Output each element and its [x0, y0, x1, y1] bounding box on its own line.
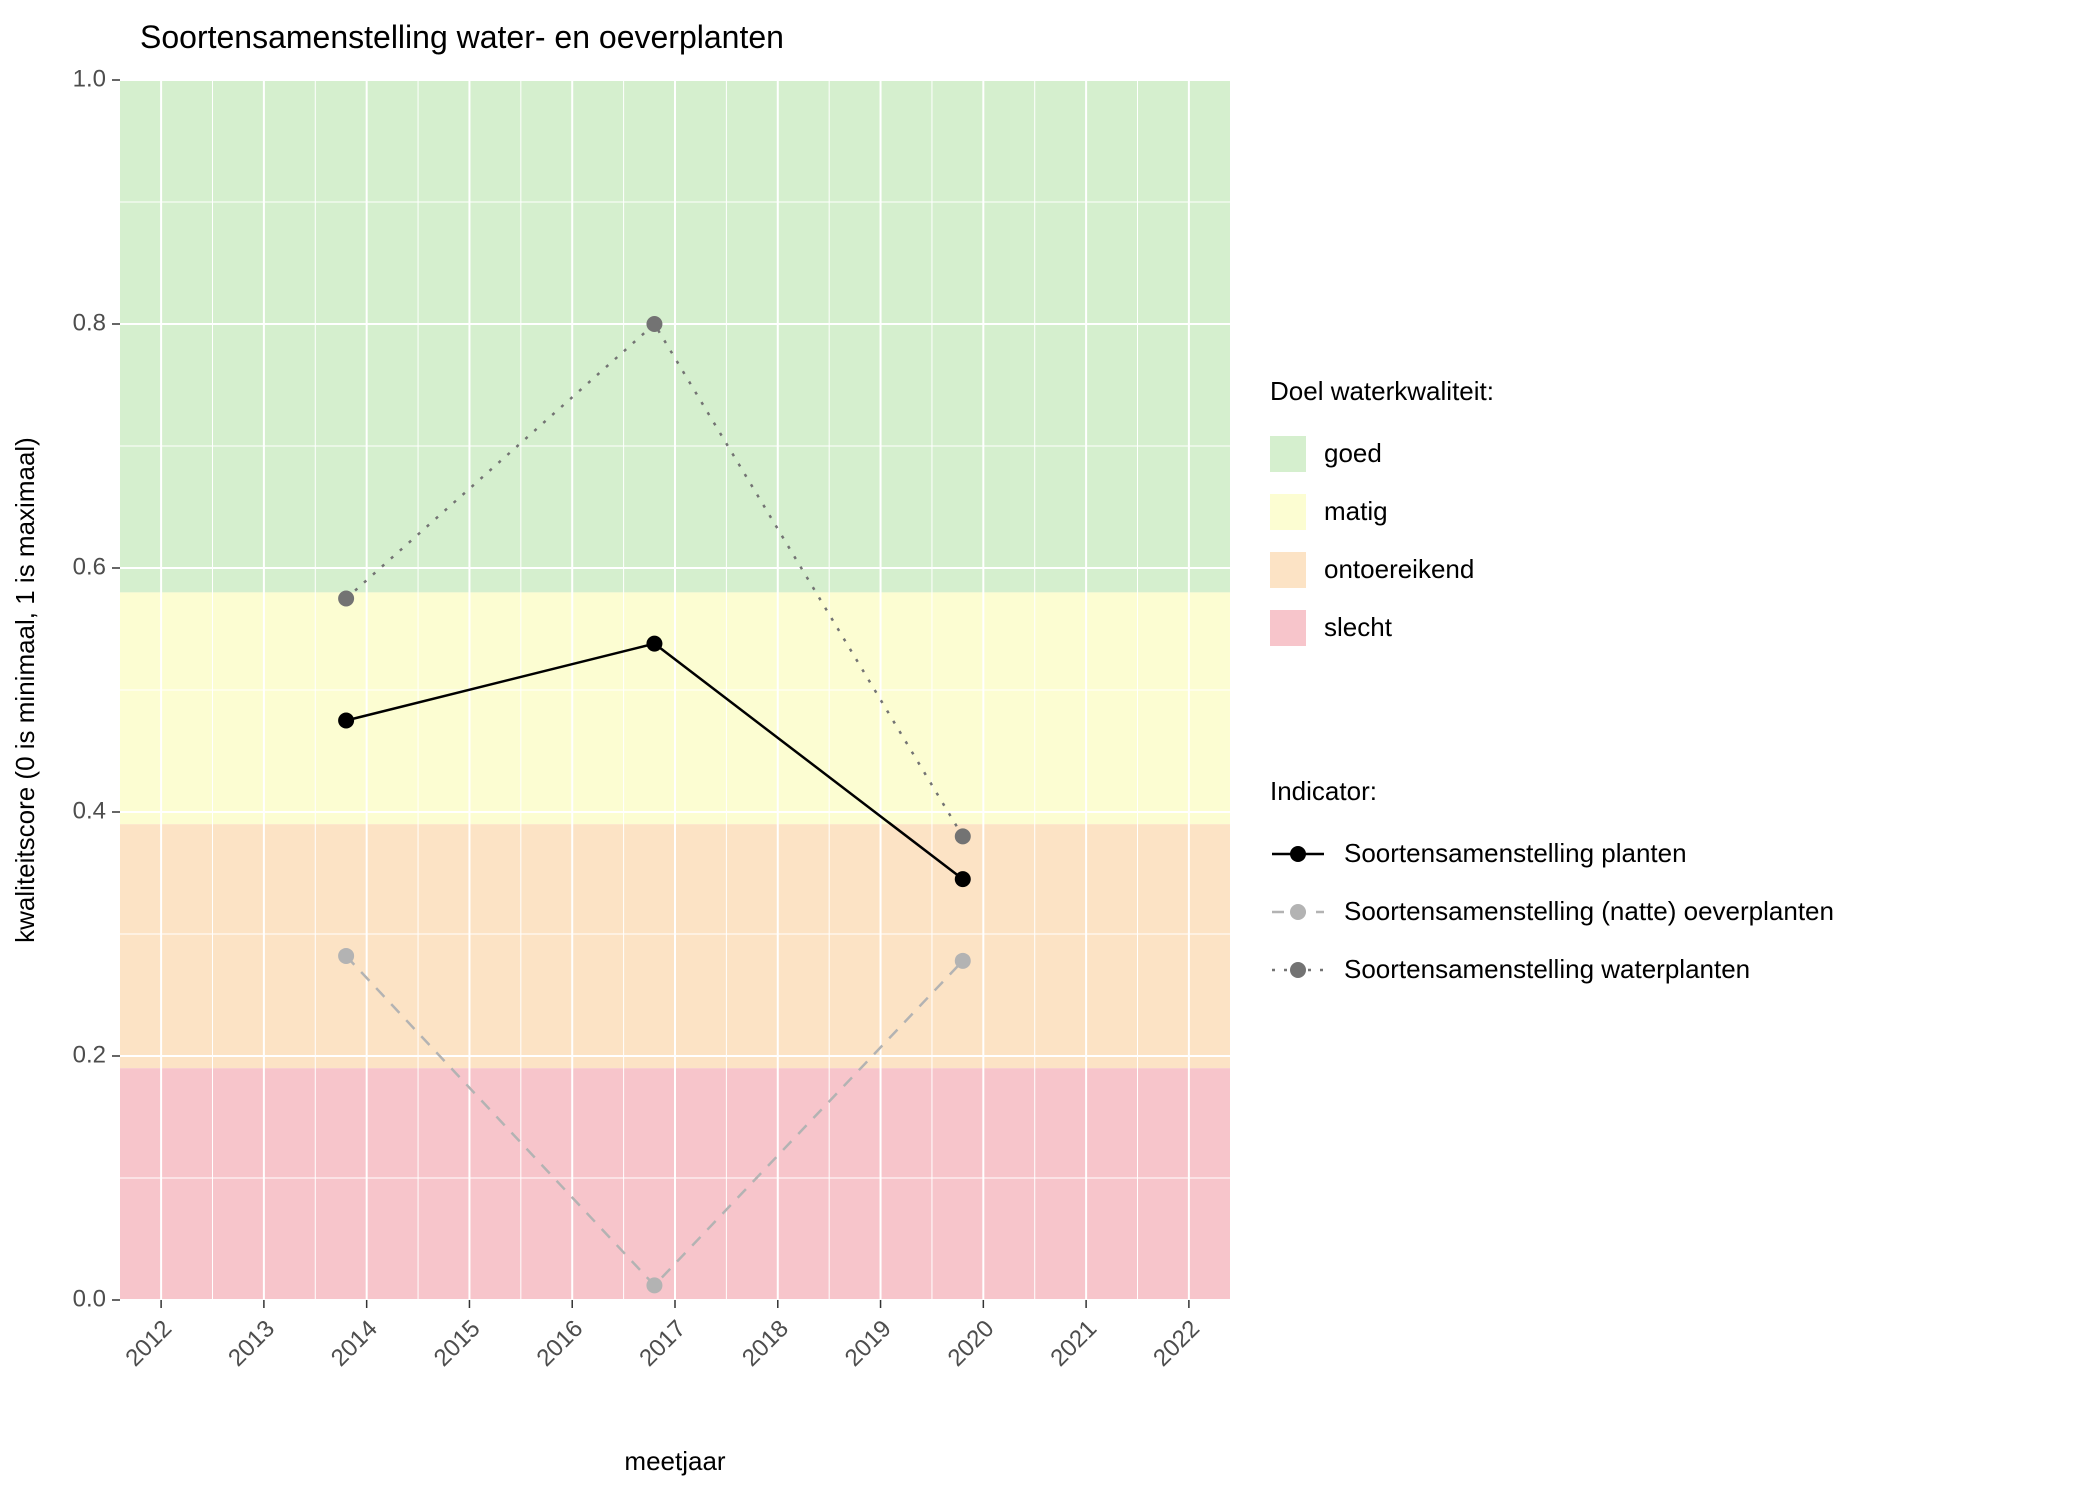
series-marker: [646, 316, 662, 332]
series-marker: [646, 636, 662, 652]
legend-label: goed: [1324, 438, 1382, 468]
y-tick-label: 0.0: [73, 1285, 106, 1312]
series-marker: [338, 713, 354, 729]
legend-series-title: Indicator:: [1270, 776, 1377, 806]
x-tick-label: 2014: [326, 1315, 383, 1372]
legend-swatch-goed: [1270, 436, 1306, 472]
legend-label: slecht: [1324, 612, 1393, 642]
chart-title: Soortensamenstelling water- en oeverplan…: [140, 19, 784, 55]
legend-key-marker: [1290, 846, 1306, 862]
legend-swatch-matig: [1270, 494, 1306, 530]
legend-swatch-slecht: [1270, 610, 1306, 646]
legend-bands-title: Doel waterkwaliteit:: [1270, 376, 1494, 406]
y-tick-label: 0.2: [73, 1041, 106, 1068]
legend: Doel waterkwaliteit: goed matig ontoereiken…: [1270, 376, 1834, 988]
legend-label: ontoereikend: [1324, 554, 1474, 584]
y-tick-label: 0.8: [73, 309, 106, 336]
legend-label: matig: [1324, 496, 1388, 526]
legend-swatch-ontoereikend: [1270, 552, 1306, 588]
series-marker: [338, 591, 354, 607]
series-marker: [955, 871, 971, 887]
x-tick-label: 2012: [120, 1315, 177, 1372]
series-marker: [338, 948, 354, 964]
x-tick-label: 2018: [737, 1315, 794, 1372]
x-tick-label: 2013: [223, 1315, 280, 1372]
legend-key-marker: [1290, 962, 1306, 978]
x-tick-label: 2022: [1148, 1315, 1205, 1372]
series-marker: [646, 1277, 662, 1293]
x-tick-label: 2015: [429, 1315, 486, 1372]
legend-series-label: Soortensamenstelling planten: [1344, 838, 1687, 868]
series-marker: [955, 828, 971, 844]
x-tick-label: 2017: [634, 1315, 691, 1372]
x-tick-label: 2019: [840, 1315, 897, 1372]
legend-key-marker: [1290, 904, 1306, 920]
y-tick-label: 0.6: [73, 553, 106, 580]
y-axis-title: kwaliteitscore (0 is minimaal, 1 is maxi…: [10, 437, 40, 943]
x-tick-label: 2021: [1045, 1315, 1102, 1372]
legend-series-label: Soortensamenstelling waterplanten: [1344, 954, 1750, 984]
series-marker: [955, 953, 971, 969]
y-tick-label: 1.0: [73, 65, 106, 92]
x-tick-label: 2016: [531, 1315, 588, 1372]
y-tick-label: 0.4: [73, 797, 106, 824]
x-axis-title: meetjaar: [624, 1446, 725, 1476]
chart-container: 2012 2013 2014 2015 2016 2017 2018 2019 2020 2021…: [0, 0, 2100, 1500]
legend-series-label: Soortensamenstelling (natte) oeverplante…: [1344, 896, 1834, 926]
chart-svg: 2012 2013 2014 2015 2016 2017 2018 2019 2020 2021…: [0, 0, 2100, 1500]
x-tick-label: 2020: [943, 1315, 1000, 1372]
